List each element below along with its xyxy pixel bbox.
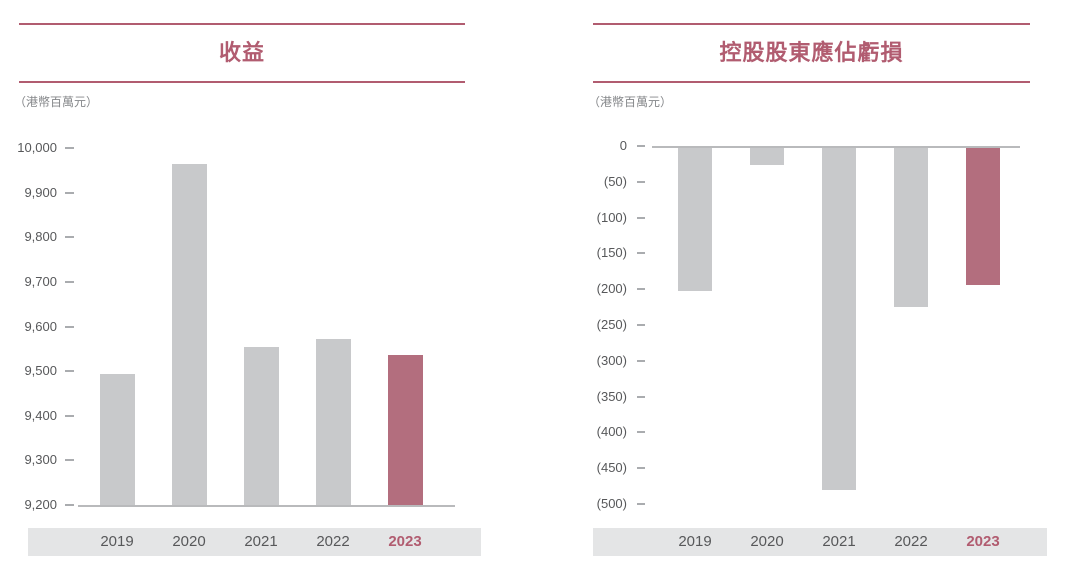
y-tick-label: 9,500 — [24, 363, 57, 379]
y-tick-dash — [65, 504, 74, 506]
bar-2019 — [99, 374, 135, 505]
x-label-2023: 2023 — [388, 533, 422, 550]
y-tick-dash — [637, 216, 645, 219]
loss-chart-title: 控股股東應佔虧損 — [719, 40, 904, 65]
y-tick-dash — [637, 467, 645, 470]
y-tick-label: (350) — [596, 388, 627, 404]
title-rule-bottom — [593, 81, 1030, 83]
y-tick-dash — [637, 252, 645, 255]
y-tick-label: (100) — [596, 209, 627, 225]
y-tick-label: (150) — [596, 245, 627, 261]
bar-2021 — [243, 346, 279, 505]
y-tick-label: (500) — [596, 496, 627, 511]
x-label-2019: 2019 — [100, 533, 134, 550]
x-label-2020: 2020 — [750, 533, 784, 550]
plot-area: 0 (50) (100) (150) (200) (250) (300) (350) (400)… — [593, 0, 1047, 586]
y-tick-label: (300) — [596, 352, 627, 368]
x-label-2022: 2022 — [894, 533, 928, 550]
y-tick-dash — [637, 503, 645, 505]
x-label-2019: 2019 — [678, 533, 712, 550]
title-rule-top — [593, 23, 1030, 25]
zero-line — [652, 146, 1020, 148]
title-rule-top — [19, 23, 465, 25]
y-tick-dash — [637, 395, 645, 398]
y-tick-dash — [637, 145, 645, 147]
bar-2020 — [171, 163, 207, 505]
bar-2023 — [966, 148, 1000, 285]
y-tick-label: (450) — [596, 460, 627, 476]
x-axis-strip — [28, 528, 481, 556]
y-tick-dash — [637, 324, 645, 326]
y-tick-label: 9,800 — [24, 229, 57, 245]
y-tick-label: (200) — [596, 281, 627, 297]
unit-label: （港幣百萬元） — [588, 95, 673, 109]
revenue-chart-title: 收益 — [218, 40, 265, 65]
y-tick-dash — [65, 370, 74, 373]
y-tick-label: 9,300 — [24, 452, 57, 468]
title-rule-bottom — [19, 81, 465, 83]
y-tick-label: 9,700 — [24, 273, 57, 289]
y-tick-dash — [65, 459, 74, 462]
bar-2023 — [387, 355, 423, 505]
y-tick-dash — [637, 288, 645, 291]
bar-2019 — [678, 148, 712, 291]
y-tick-label: 9,900 — [24, 184, 57, 200]
y-tick-dash — [637, 180, 645, 183]
x-axis-baseline — [78, 505, 455, 507]
y-tick-dash — [65, 236, 74, 239]
y-tick-dash — [65, 147, 74, 149]
x-label-2022: 2022 — [316, 533, 350, 550]
y-tick-label: 10,000 — [17, 140, 57, 155]
y-tick-dash — [65, 191, 74, 194]
y-tick-dash — [65, 280, 74, 283]
loss-chart: 控股股東應佔虧損 （港幣百萬元） 0 (50) (100) (150) (200) (25… — [588, 0, 1047, 586]
y-tick-label: (400) — [596, 424, 627, 440]
y-tick-label: 9,600 — [24, 318, 57, 334]
x-label-2021: 2021 — [244, 533, 278, 550]
x-label-2023: 2023 — [966, 533, 1000, 550]
unit-label: （港幣百萬元） — [14, 95, 99, 109]
bar-2022 — [315, 339, 351, 505]
bar-2021 — [822, 148, 856, 490]
x-label-2021: 2021 — [822, 533, 856, 550]
bar-2020 — [750, 148, 784, 165]
bar-2022 — [894, 148, 928, 308]
x-label-2020: 2020 — [172, 533, 206, 550]
y-tick-label: 9,200 — [24, 497, 57, 512]
plot-area: 10,000 9,900 9,800 9,700 9,600 9,500 9,400 9,30… — [17, 0, 481, 586]
y-tick-dash — [637, 359, 645, 362]
revenue-chart: 收益 （港幣百萬元） 10,000 9,900 9,800 9,700 9,600 9,5… — [14, 0, 481, 586]
y-tick-label: (50) — [603, 173, 627, 189]
y-tick-dash — [65, 325, 74, 328]
y-tick-dash — [637, 431, 645, 434]
y-tick-label: (250) — [596, 317, 627, 332]
y-tick-dash — [65, 414, 74, 417]
y-tick-label: 0 — [619, 138, 627, 153]
y-tick-label: 9,400 — [24, 407, 57, 423]
x-axis-strip — [593, 528, 1047, 556]
